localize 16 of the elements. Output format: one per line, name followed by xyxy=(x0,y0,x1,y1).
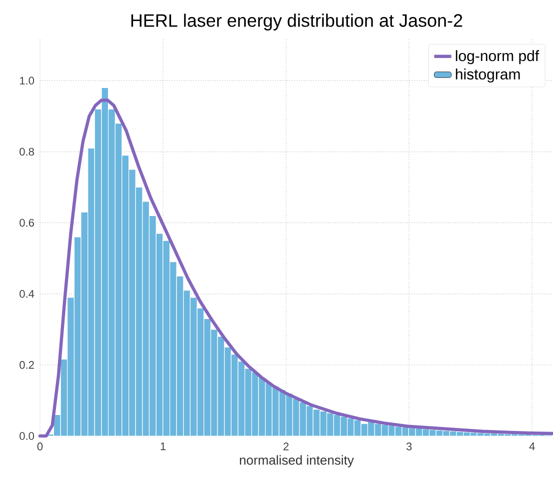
y-tick-label: 0.4 xyxy=(20,290,34,298)
y-tick-label: 1.0 xyxy=(20,76,34,85)
legend-label: log-norm pdf xyxy=(456,50,540,64)
line-series xyxy=(38,98,553,438)
y-tick-label: 0.0 xyxy=(20,432,34,440)
y-tick-label: 0.8 xyxy=(20,148,34,156)
y-tick-label: 0.6 xyxy=(20,218,34,227)
x-tick-label: 0 xyxy=(37,442,43,450)
x-tick-label: 4 xyxy=(529,442,535,450)
x-tick-label: 1 xyxy=(160,442,166,450)
y-tick-label: 0.2 xyxy=(20,361,34,369)
x-tick-label: 2 xyxy=(284,442,289,450)
x-axis-title: normalised intensity xyxy=(240,455,354,468)
chart-title: HERL laser energy distribution at Jason-2 xyxy=(131,14,462,30)
x-tick-label: 3 xyxy=(406,442,412,450)
legend-label: histogram xyxy=(456,68,520,83)
